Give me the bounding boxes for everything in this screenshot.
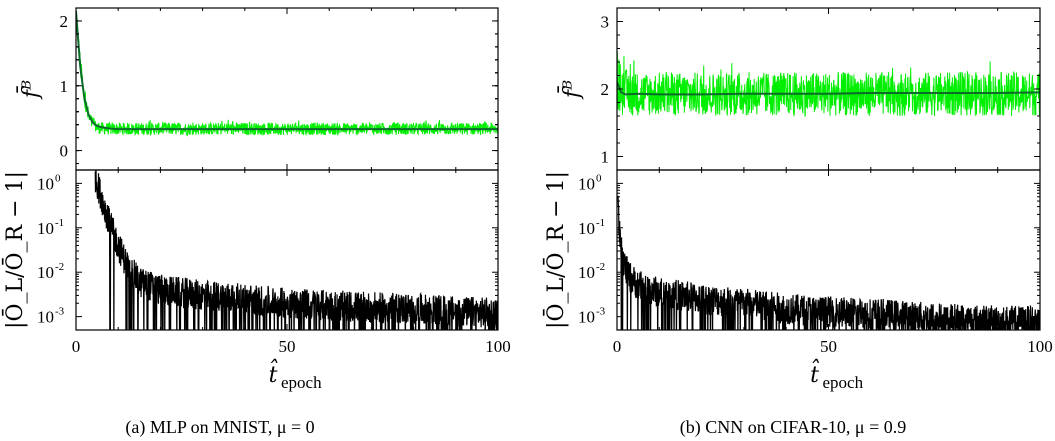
- y-tick-label: 10: [578, 174, 595, 193]
- caption-b: (b) CNN on CIFAR-10, μ = 0.9: [680, 417, 906, 438]
- y-tick-exponent: -2: [596, 261, 605, 273]
- series-noisy-band: [617, 51, 1040, 117]
- plot-area: [617, 51, 1040, 117]
- y-axis-label: f̄ᴮ: [16, 80, 44, 100]
- x-axis-label-subscript: epoch: [281, 373, 322, 392]
- series-noisy-band: [76, 12, 498, 137]
- series-ratio-trace: [94, 170, 498, 330]
- y-tick-label: 10: [37, 263, 54, 282]
- y-tick-exponent: 0: [596, 172, 602, 184]
- x-tick-label: 100: [1027, 337, 1053, 356]
- y-axis-label: f̄ᴮ: [557, 80, 585, 100]
- y-tick-label: 3: [601, 13, 610, 32]
- x-tick-label: 100: [485, 337, 511, 356]
- y-tick-label: 10: [37, 174, 54, 193]
- y-tick-exponent: -1: [596, 217, 605, 229]
- series-mean-line: [617, 81, 1040, 96]
- y-tick-label: 10: [578, 308, 595, 327]
- panel-a-top: 0 1 2 f̄ᴮ: [16, 7, 499, 171]
- x-tick-label: 0: [613, 337, 622, 356]
- y-tick-exponent: -2: [55, 261, 64, 273]
- series-ratio-trace: [617, 195, 1040, 330]
- axes-frame: [75, 7, 499, 171]
- x-axis-label: t̂: [810, 359, 820, 388]
- x-tick-label: 0: [72, 337, 81, 356]
- y-tick-exponent: 0: [55, 172, 61, 184]
- y-tick-label: 10: [37, 219, 54, 238]
- y-tick-label: 2: [601, 80, 610, 99]
- y-tick-label: 2: [60, 12, 69, 31]
- y-tick-label: 10: [37, 308, 54, 327]
- plot-area: [76, 11, 498, 137]
- plot-area: [94, 170, 498, 330]
- y-tick-label: 10: [578, 263, 595, 282]
- plot-area: [617, 195, 1040, 330]
- series-mean-line: [76, 11, 498, 131]
- y-axis-label: |Ō_L/Ō_R − 1|: [1, 171, 28, 329]
- y-tick-exponent: -3: [596, 306, 606, 318]
- y-tick-label: 1: [60, 77, 69, 96]
- x-tick-label: 50: [820, 337, 837, 356]
- caption-a: (a) MLP on MNIST, μ = 0: [125, 417, 314, 438]
- y-tick-label: 0: [60, 142, 69, 161]
- x-axis-label-subscript: epoch: [823, 373, 864, 392]
- y-axis-label: |Ō_L/Ō_R − 1|: [542, 171, 569, 329]
- panel-b-top: 1 2 3 f̄ᴮ: [557, 7, 1041, 171]
- y-tick-exponent: -1: [55, 217, 64, 229]
- y-tick-label: 10: [578, 219, 595, 238]
- y-tick-exponent: -3: [55, 306, 65, 318]
- y-tick-label: 1: [601, 148, 610, 167]
- x-axis-label: t̂: [269, 359, 279, 388]
- x-tick-label: 50: [279, 337, 296, 356]
